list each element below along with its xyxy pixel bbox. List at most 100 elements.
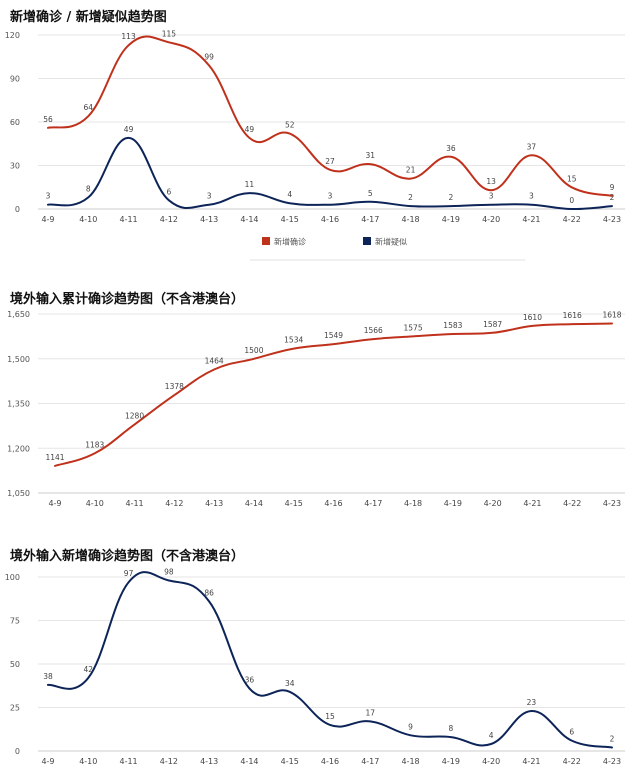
x-tick-label: 4-19	[442, 215, 460, 224]
x-tick-label: 4-11	[125, 499, 143, 508]
x-tick-label: 4-12	[160, 215, 178, 224]
data-label: 6	[569, 728, 574, 737]
data-label: 31	[366, 151, 376, 160]
data-label: 21	[406, 166, 416, 175]
x-tick-label: 4-20	[482, 215, 500, 224]
data-label: 49	[124, 125, 134, 134]
x-tick-label: 4-22	[563, 757, 581, 766]
y-tick-label: 75	[10, 617, 20, 626]
data-label: 115	[162, 29, 177, 38]
data-label: 2	[448, 193, 453, 202]
data-label: 56	[43, 115, 53, 124]
data-label: 13	[486, 177, 496, 186]
data-label: 3	[489, 192, 494, 201]
x-tick-label: 4-14	[240, 215, 258, 224]
data-label: 38	[43, 672, 53, 681]
data-label: 1141	[45, 453, 64, 462]
y-tick-label: 1,200	[7, 444, 30, 453]
legend-swatch	[262, 237, 270, 245]
data-label: 8	[448, 724, 453, 733]
data-label: 34	[285, 679, 295, 688]
data-label: 97	[124, 569, 134, 578]
y-tick-label: 30	[10, 162, 20, 171]
data-label: 42	[84, 665, 94, 674]
chart-title: 新增确诊 / 新增疑似趋势图	[10, 10, 167, 25]
data-label: 86	[204, 588, 214, 597]
data-label: 2	[408, 193, 413, 202]
legend-label: 新增疑似	[375, 237, 407, 247]
data-label: 1500	[244, 346, 263, 355]
x-tick-label: 4-17	[361, 757, 379, 766]
chart-title: 境外输入新增确诊趋势图（不含港澳台）	[10, 549, 245, 564]
x-tick-label: 4-9	[41, 215, 54, 224]
y-tick-label: 1,350	[7, 400, 30, 409]
x-tick-label: 4-23	[603, 757, 621, 766]
data-label: 1534	[284, 336, 303, 345]
data-label: 2	[610, 193, 615, 202]
x-tick-label: 4-21	[523, 499, 541, 508]
chart-title: 境外输入累计确诊趋势图（不含港澳台）	[10, 292, 245, 307]
data-label: 1587	[483, 320, 502, 329]
data-label: 113	[121, 32, 136, 41]
x-tick-label: 4-13	[205, 499, 223, 508]
data-label: 15	[325, 712, 335, 721]
data-label: 23	[527, 698, 537, 707]
data-label: 3	[46, 192, 51, 201]
data-label: 64	[84, 103, 94, 112]
x-tick-label: 4-18	[404, 499, 422, 508]
y-tick-label: 100	[5, 573, 20, 582]
x-tick-label: 4-14	[240, 757, 258, 766]
x-tick-label: 4-12	[165, 499, 183, 508]
series-line	[47, 571, 613, 749]
y-tick-label: 50	[10, 660, 20, 669]
data-label: 9	[610, 183, 615, 192]
data-label: 98	[164, 567, 174, 576]
data-label: 9	[408, 722, 413, 731]
data-label: 1610	[523, 313, 542, 322]
data-label: 27	[325, 157, 335, 166]
legend-label: 新增确诊	[274, 237, 306, 247]
data-label: 2	[610, 735, 615, 744]
x-tick-label: 4-13	[200, 757, 218, 766]
data-label: 3	[328, 192, 333, 201]
data-label: 1378	[165, 382, 184, 391]
series-line	[47, 35, 613, 197]
data-label: 15	[567, 174, 577, 183]
data-label: 1566	[364, 326, 383, 335]
x-tick-label: 4-16	[321, 215, 339, 224]
x-tick-label: 4-11	[119, 757, 137, 766]
x-tick-label: 4-11	[119, 215, 137, 224]
data-label: 49	[245, 125, 255, 134]
x-tick-label: 4-21	[522, 757, 540, 766]
data-label: 8	[86, 184, 91, 193]
x-tick-label: 4-20	[484, 499, 502, 508]
x-tick-label: 4-19	[442, 757, 460, 766]
y-tick-label: 25	[10, 704, 20, 713]
x-tick-label: 4-18	[401, 215, 419, 224]
data-label: 36	[245, 675, 255, 684]
x-tick-label: 4-23	[603, 499, 621, 508]
x-tick-label: 4-22	[563, 215, 581, 224]
data-label: 1618	[602, 311, 621, 320]
x-tick-label: 4-15	[285, 499, 303, 508]
data-label: 3	[529, 192, 534, 201]
x-tick-label: 4-14	[245, 499, 263, 508]
data-label: 4	[287, 190, 292, 199]
x-tick-label: 4-16	[321, 757, 339, 766]
data-label: 6	[166, 187, 171, 196]
x-tick-label: 4-19	[444, 499, 462, 508]
y-tick-label: 0	[15, 747, 20, 756]
data-label: 1575	[404, 323, 423, 332]
x-tick-label: 4-9	[41, 757, 54, 766]
chart-panel-imported-cumulative: 境外输入累计确诊趋势图（不含港澳台） 1,050 1,200 1,350 1,500 1…	[0, 280, 640, 515]
x-tick-label: 4-15	[281, 215, 299, 224]
data-label: 5	[368, 189, 373, 198]
x-tick-label: 4-13	[200, 215, 218, 224]
legend-swatch	[363, 237, 371, 245]
data-label: 0	[569, 196, 574, 205]
x-tick-label: 4-21	[522, 215, 540, 224]
x-tick-label: 4-16	[324, 499, 342, 508]
x-tick-label: 4-9	[48, 499, 61, 508]
x-tick-label: 4-17	[364, 499, 382, 508]
